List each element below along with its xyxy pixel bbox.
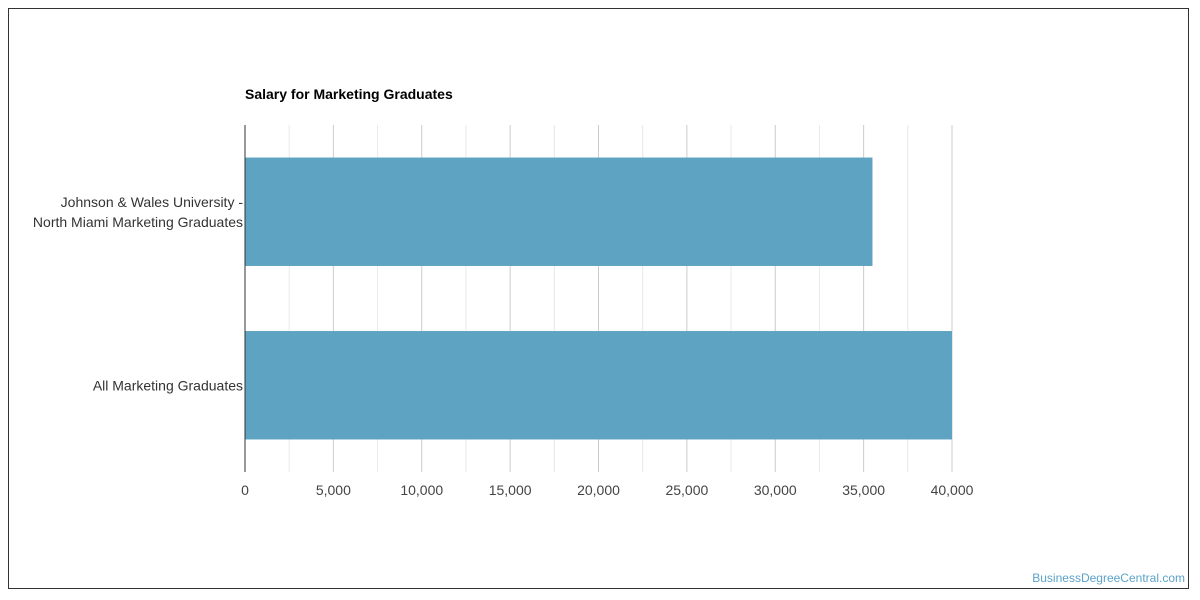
category-label-line: North Miami Marketing Graduates bbox=[33, 214, 243, 230]
category-label-line: All Marketing Graduates bbox=[93, 377, 243, 393]
x-tick-label: 20,000 bbox=[577, 482, 620, 498]
category-labels: Johnson & Wales University - North Miami … bbox=[33, 194, 243, 394]
source-credit[interactable]: BusinessDegreeCentral.com bbox=[1032, 571, 1185, 585]
x-tick-label: 15,000 bbox=[489, 482, 532, 498]
x-tick-label: 10,000 bbox=[400, 482, 443, 498]
x-tick-label: 0 bbox=[241, 482, 249, 498]
x-tick-label: 30,000 bbox=[754, 482, 797, 498]
category-label: All Marketing Graduates bbox=[93, 377, 243, 393]
chart-title: Salary for Marketing Graduates bbox=[245, 86, 453, 102]
x-tick-label: 40,000 bbox=[931, 482, 974, 498]
x-tick-label: 25,000 bbox=[665, 482, 708, 498]
x-tick-label: 5,000 bbox=[316, 482, 351, 498]
x-tick-labels: 0 5,000 10,000 15,000 20,000 25,000 30,000 35,0… bbox=[241, 482, 974, 498]
category-label: Johnson & Wales University - North Miami … bbox=[33, 194, 243, 230]
x-tick-label: 35,000 bbox=[842, 482, 885, 498]
bars bbox=[245, 157, 952, 440]
category-label-line: Johnson & Wales University - bbox=[61, 194, 244, 210]
bar[interactable] bbox=[245, 157, 873, 266]
bar[interactable] bbox=[245, 331, 952, 440]
